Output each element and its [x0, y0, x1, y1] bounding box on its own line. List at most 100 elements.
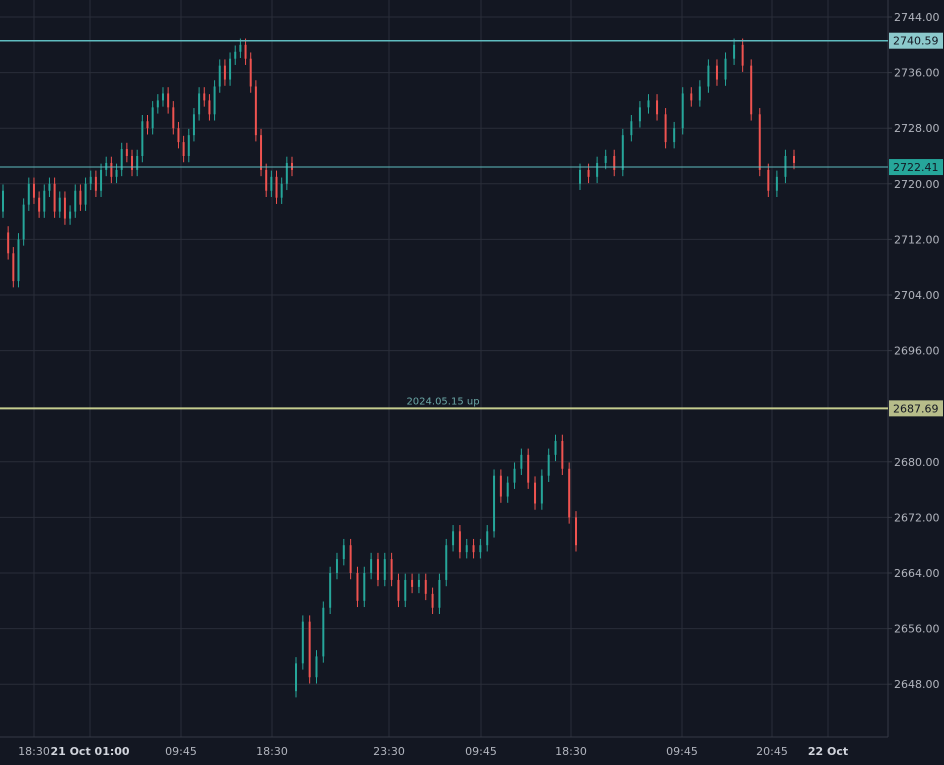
candle-body [203, 93, 206, 101]
candle-body [363, 573, 366, 601]
candle-series-2 [579, 38, 795, 198]
candle-body [424, 579, 427, 594]
candle-body [673, 128, 676, 143]
candle-body [167, 93, 170, 108]
y-tick-label: 2712.00 [894, 233, 940, 246]
candle-body [376, 559, 379, 580]
candle-body [239, 44, 242, 52]
level-price-tag [889, 400, 943, 417]
x-tick-label: 18:30 [256, 745, 288, 758]
grid [0, 0, 888, 737]
candle-body [141, 121, 144, 156]
candle-body [540, 475, 543, 504]
candle-body [506, 482, 509, 497]
y-tick-label: 2720.00 [894, 178, 940, 191]
candle-body [534, 482, 537, 504]
candle-series-3 [295, 434, 577, 698]
price-levels[interactable]: 2740.59 2722.41 2687.69 [0, 32, 943, 417]
x-tick-label: 22 Oct [808, 745, 848, 758]
candle-body [69, 211, 72, 219]
candle-body [79, 190, 82, 205]
candle-body [136, 156, 139, 170]
candle-body [223, 65, 226, 80]
axes-frame [0, 0, 889, 738]
x-tick-label: 18:30 [555, 745, 587, 758]
y-axis[interactable]: 2744.00 2736.00 2728.00 2720.00 2712.00 2704.… [888, 11, 940, 691]
y-tick-label: 2656.00 [894, 623, 940, 636]
x-tick-label: 09:45 [165, 745, 197, 758]
candle-body [131, 156, 134, 170]
candle-body [513, 468, 516, 483]
y-tick-label: 2680.00 [894, 456, 940, 469]
candle-body [2, 190, 4, 212]
candle-body [265, 169, 268, 191]
candle-body [291, 162, 293, 170]
candle-body [431, 593, 434, 608]
candle-body [120, 149, 123, 170]
candle-body [621, 135, 624, 170]
y-tick-label: 2704.00 [894, 289, 940, 302]
y-tick-label: 2696.00 [894, 345, 940, 358]
candle-body [105, 162, 108, 170]
candle-body [94, 176, 97, 191]
candle-body [775, 176, 778, 191]
level-annotation: 2024.05.15 up [406, 396, 479, 407]
candle-body [715, 65, 718, 80]
candle-body [479, 545, 482, 553]
candle-body [198, 93, 201, 115]
candle-body [156, 100, 159, 108]
candle-body [84, 183, 87, 205]
level-price-label: 2687.69 [893, 402, 939, 415]
candle-body [100, 169, 103, 191]
candle-body [48, 183, 51, 191]
level-price-tag [889, 159, 943, 176]
candle-body [234, 51, 237, 59]
candle-body [295, 663, 297, 692]
candle-body [568, 468, 571, 518]
candle-body [275, 176, 278, 198]
candle-body [17, 239, 20, 282]
candle-body [151, 107, 154, 129]
candle-body [315, 656, 318, 678]
y-tick-label: 2728.00 [894, 122, 940, 135]
level-price-label: 2722.41 [893, 161, 939, 174]
candle-body [254, 86, 257, 136]
candle-body [7, 232, 10, 254]
candle-body [750, 65, 753, 115]
candle-body [125, 149, 128, 156]
candle-body [587, 169, 590, 177]
x-tick-label: 18:30 [18, 745, 50, 758]
candle-body [38, 197, 41, 212]
candle-body [229, 58, 232, 80]
x-tick-label: 23:30 [373, 745, 405, 758]
y-tick-label: 2672.00 [894, 511, 940, 524]
candle-body [690, 93, 693, 101]
candle-body [527, 454, 530, 483]
candle-body [613, 156, 616, 170]
y-tick-label: 2664.00 [894, 567, 940, 580]
candle-body [89, 176, 92, 184]
candle-body [575, 517, 577, 546]
candle-body [32, 183, 35, 198]
candle-body [161, 93, 164, 101]
candle-body [681, 93, 684, 129]
candle-body [335, 559, 338, 573]
candle-body [249, 58, 252, 87]
candle-body [172, 107, 175, 129]
candle-body [218, 65, 221, 87]
candle-body [445, 545, 448, 580]
candle-body [390, 559, 393, 580]
candle-body [213, 86, 216, 115]
candle-series-1 [2, 38, 293, 288]
candle-body [499, 475, 502, 497]
x-axis[interactable]: 18:30 21 Oct 01:00 09:45 18:30 23:30 09:45 18:… [18, 745, 848, 758]
candle-body [280, 183, 283, 198]
y-tick-label: 2736.00 [894, 67, 940, 80]
candle-body [192, 114, 195, 136]
candle-body [793, 156, 795, 163]
candle-body [724, 58, 727, 80]
candle-body [465, 545, 468, 553]
y-tick-label: 2648.00 [894, 678, 940, 691]
